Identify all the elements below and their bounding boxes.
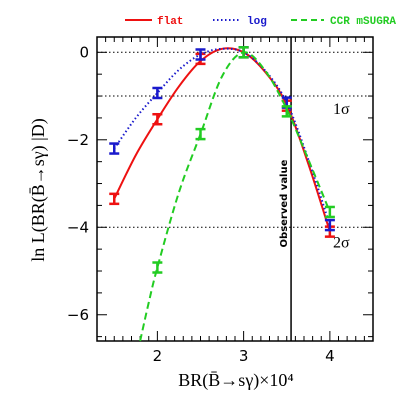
reference-lines — [97, 51, 373, 228]
y-tick-label: 0 — [79, 43, 89, 61]
x-tick-label: 2 — [153, 347, 163, 365]
data-point-flat — [152, 112, 163, 126]
series-line-ccr — [139, 51, 331, 342]
y-tick-label: −2 — [67, 131, 89, 149]
x-tick-label: 3 — [239, 347, 249, 365]
data-point-log — [152, 86, 163, 100]
one-sigma-label: 1σ — [333, 101, 350, 118]
data-point-ccr — [238, 46, 249, 59]
tick-labels: 2 3 4 0 −2 −4 −6 — [67, 43, 335, 365]
data-point-ccr — [152, 261, 163, 274]
legend: flat log CCR mSUGRA — [125, 16, 396, 28]
plot-frame — [96, 36, 374, 342]
x-axis-title: BR(B̄→sγ)×10⁴ — [178, 370, 293, 391]
data-point-log — [195, 48, 206, 61]
data-point-log — [324, 218, 335, 232]
legend-label-log: log — [247, 16, 267, 28]
data-point-flat — [109, 192, 120, 206]
axis-ticks — [97, 37, 373, 341]
y-axis-title: ln L(BR(B̄→sγ) |D) — [28, 118, 49, 262]
series — [109, 46, 335, 342]
y-tick-label: −6 — [67, 306, 89, 324]
data-point-log — [109, 142, 120, 155]
series-line-flat — [113, 47, 331, 232]
data-point-ccr — [324, 205, 335, 219]
observed-value-label: Observed value — [279, 159, 290, 247]
two-sigma-label: 2σ — [333, 234, 350, 251]
data-point-ccr — [281, 105, 292, 118]
y-tick-label: −4 — [67, 218, 89, 236]
legend-label-flat: flat — [157, 16, 183, 28]
x-tick-label: 4 — [325, 347, 335, 365]
legend-label-ccr: CCR mSUGRA — [330, 16, 396, 28]
data-point-ccr — [195, 127, 206, 141]
